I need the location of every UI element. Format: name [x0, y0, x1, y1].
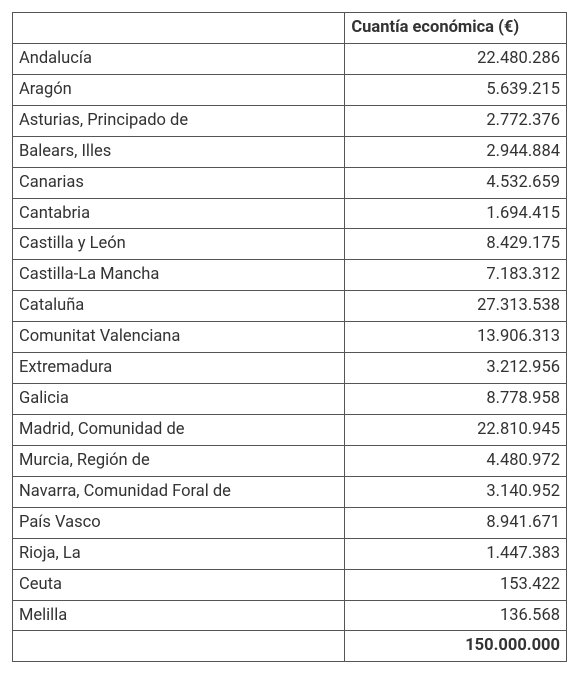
amount-cell: 153.422: [345, 569, 567, 600]
amount-cell: 2.944.884: [345, 136, 567, 167]
table-row: Aragón5.639.215: [13, 74, 567, 105]
region-cell: Galicia: [13, 384, 345, 415]
amount-cell: 27.313.538: [345, 291, 567, 322]
table-body: Andalucía22.480.286Aragón5.639.215Asturi…: [13, 43, 567, 661]
region-cell: Canarias: [13, 167, 345, 198]
table-row: Canarias4.532.659: [13, 167, 567, 198]
table-row: Rioja, La1.447.383: [13, 538, 567, 569]
region-cell: Balears, Illes: [13, 136, 345, 167]
table-row: Cataluña27.313.538: [13, 291, 567, 322]
table-row: Comunitat Valenciana13.906.313: [13, 322, 567, 353]
amount-cell: 22.810.945: [345, 414, 567, 445]
amount-cell: 8.941.671: [345, 507, 567, 538]
amount-cell: 1.447.383: [345, 538, 567, 569]
amount-cell: 3.140.952: [345, 476, 567, 507]
table-row: Castilla y León8.429.175: [13, 229, 567, 260]
amount-cell: 8.778.958: [345, 384, 567, 415]
amount-cell: 136.568: [345, 600, 567, 631]
table-row: Ceuta153.422: [13, 569, 567, 600]
amount-cell: 22.480.286: [345, 43, 567, 74]
total-label-cell: [13, 631, 345, 662]
region-cell: Cantabria: [13, 198, 345, 229]
column-header-region: [13, 13, 345, 44]
amount-cell: 4.532.659: [345, 167, 567, 198]
region-cell: Melilla: [13, 600, 345, 631]
region-cell: Andalucía: [13, 43, 345, 74]
region-cell: Aragón: [13, 74, 345, 105]
table-row: Navarra, Comunidad Foral de3.140.952: [13, 476, 567, 507]
region-cell: Castilla y León: [13, 229, 345, 260]
region-cell: Castilla-La Mancha: [13, 260, 345, 291]
amount-cell: 1.694.415: [345, 198, 567, 229]
amount-cell: 4.480.972: [345, 445, 567, 476]
region-cell: País Vasco: [13, 507, 345, 538]
table-header-row: Cuantía económica (€): [13, 13, 567, 44]
region-cell: Ceuta: [13, 569, 345, 600]
table-row: Andalucía22.480.286: [13, 43, 567, 74]
region-cell: Madrid, Comunidad de: [13, 414, 345, 445]
amount-cell: 7.183.312: [345, 260, 567, 291]
table-total-row: 150.000.000: [13, 631, 567, 662]
table-row: Galicia8.778.958: [13, 384, 567, 415]
amount-cell: 3.212.956: [345, 353, 567, 384]
region-cell: Murcia, Región de: [13, 445, 345, 476]
region-cell: Asturias, Principado de: [13, 105, 345, 136]
economic-table: Cuantía económica (€) Andalucía22.480.28…: [12, 12, 567, 662]
amount-cell: 2.772.376: [345, 105, 567, 136]
table-row: Balears, Illes2.944.884: [13, 136, 567, 167]
table-row: Murcia, Región de4.480.972: [13, 445, 567, 476]
table-row: Madrid, Comunidad de22.810.945: [13, 414, 567, 445]
table-row: Castilla-La Mancha7.183.312: [13, 260, 567, 291]
table-row: País Vasco8.941.671: [13, 507, 567, 538]
amount-cell: 8.429.175: [345, 229, 567, 260]
region-cell: Navarra, Comunidad Foral de: [13, 476, 345, 507]
amount-cell: 13.906.313: [345, 322, 567, 353]
amount-cell: 5.639.215: [345, 74, 567, 105]
table-row: Extremadura3.212.956: [13, 353, 567, 384]
region-cell: Rioja, La: [13, 538, 345, 569]
region-cell: Extremadura: [13, 353, 345, 384]
table-row: Melilla136.568: [13, 600, 567, 631]
total-amount-cell: 150.000.000: [345, 631, 567, 662]
table-row: Asturias, Principado de2.772.376: [13, 105, 567, 136]
column-header-amount: Cuantía económica (€): [345, 13, 567, 44]
region-cell: Comunitat Valenciana: [13, 322, 345, 353]
region-cell: Cataluña: [13, 291, 345, 322]
table-row: Cantabria1.694.415: [13, 198, 567, 229]
